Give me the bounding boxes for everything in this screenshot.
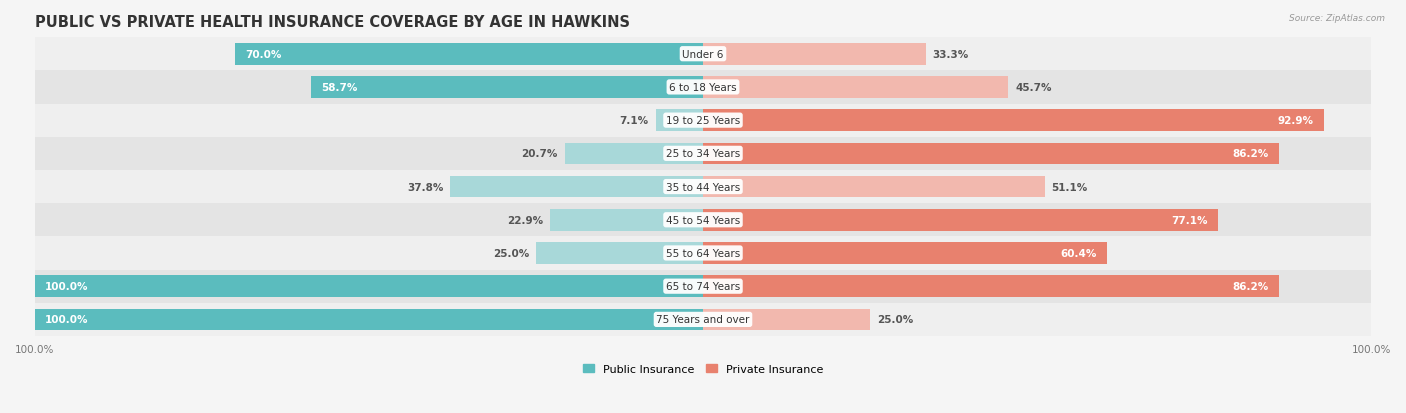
Text: 100.0%: 100.0% — [45, 315, 89, 325]
Bar — [703, 143, 1279, 165]
Text: 25 to 34 Years: 25 to 34 Years — [666, 149, 740, 159]
Bar — [450, 176, 703, 198]
Text: 7.1%: 7.1% — [620, 116, 648, 126]
Legend: Public Insurance, Private Insurance: Public Insurance, Private Insurance — [579, 359, 827, 378]
Text: 65 to 74 Years: 65 to 74 Years — [666, 282, 740, 292]
Text: 86.2%: 86.2% — [1233, 282, 1270, 292]
Text: 22.9%: 22.9% — [508, 215, 543, 225]
Text: 70.0%: 70.0% — [245, 50, 281, 59]
FancyBboxPatch shape — [35, 303, 1371, 336]
Text: 20.7%: 20.7% — [522, 149, 558, 159]
Text: 45 to 54 Years: 45 to 54 Years — [666, 215, 740, 225]
FancyBboxPatch shape — [35, 138, 1371, 171]
Text: 19 to 25 Years: 19 to 25 Years — [666, 116, 740, 126]
Text: 35 to 44 Years: 35 to 44 Years — [666, 182, 740, 192]
FancyBboxPatch shape — [35, 171, 1371, 204]
Text: 55 to 64 Years: 55 to 64 Years — [666, 248, 740, 259]
Text: 37.8%: 37.8% — [408, 182, 444, 192]
Bar — [703, 276, 1279, 297]
Bar — [703, 176, 1045, 198]
Bar — [235, 44, 703, 65]
Bar — [536, 242, 703, 264]
Text: 58.7%: 58.7% — [321, 83, 357, 93]
Bar — [703, 110, 1324, 132]
Bar — [703, 242, 1107, 264]
Text: 45.7%: 45.7% — [1015, 83, 1052, 93]
Text: 86.2%: 86.2% — [1233, 149, 1270, 159]
Text: Under 6: Under 6 — [682, 50, 724, 59]
Text: 75 Years and over: 75 Years and over — [657, 315, 749, 325]
FancyBboxPatch shape — [35, 71, 1371, 104]
Text: 100.0%: 100.0% — [45, 282, 89, 292]
Bar — [35, 309, 703, 330]
Bar — [703, 209, 1218, 231]
Bar — [35, 276, 703, 297]
Text: 51.1%: 51.1% — [1052, 182, 1087, 192]
Bar — [311, 77, 703, 98]
Text: 60.4%: 60.4% — [1060, 248, 1097, 259]
FancyBboxPatch shape — [35, 204, 1371, 237]
Text: 92.9%: 92.9% — [1278, 116, 1313, 126]
Text: Source: ZipAtlas.com: Source: ZipAtlas.com — [1289, 14, 1385, 24]
Bar — [703, 309, 870, 330]
Text: 25.0%: 25.0% — [877, 315, 912, 325]
Bar — [550, 209, 703, 231]
Bar — [703, 44, 925, 65]
Bar — [703, 77, 1008, 98]
Bar — [565, 143, 703, 165]
FancyBboxPatch shape — [35, 104, 1371, 138]
FancyBboxPatch shape — [35, 237, 1371, 270]
Text: PUBLIC VS PRIVATE HEALTH INSURANCE COVERAGE BY AGE IN HAWKINS: PUBLIC VS PRIVATE HEALTH INSURANCE COVER… — [35, 15, 630, 30]
Text: 77.1%: 77.1% — [1171, 215, 1208, 225]
Text: 6 to 18 Years: 6 to 18 Years — [669, 83, 737, 93]
Text: 25.0%: 25.0% — [494, 248, 529, 259]
Text: 33.3%: 33.3% — [932, 50, 969, 59]
FancyBboxPatch shape — [35, 38, 1371, 71]
Bar — [655, 110, 703, 132]
FancyBboxPatch shape — [35, 270, 1371, 303]
